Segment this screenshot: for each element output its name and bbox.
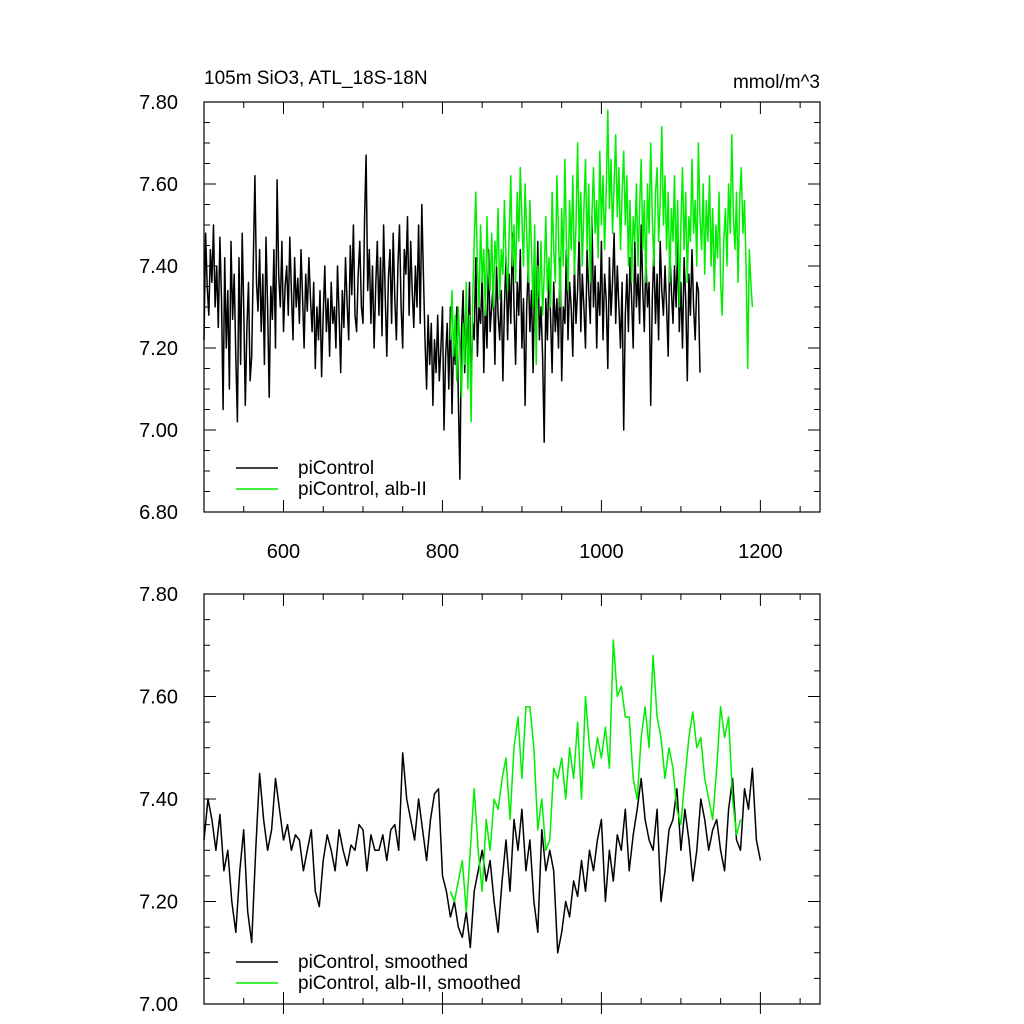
y-tick-label: 7.00 — [139, 420, 178, 442]
legend-label: piControl, smoothed — [298, 952, 468, 973]
y-tick-label: 7.20 — [139, 338, 178, 360]
series-line-alb-ii — [449, 639, 742, 913]
x-tick-label: 1200 — [738, 541, 783, 563]
x-tick-label: 800 — [426, 541, 459, 563]
y-tick-label: 7.80 — [139, 92, 178, 114]
top-panel-frame — [203, 101, 821, 513]
top-panel-title: 105m SiO3, ATL_18S-18N — [204, 68, 428, 89]
top-panel: 105m SiO3, ATL_18S-18N mmol/m^3 6.80 7.00… — [139, 68, 821, 563]
series-line-picontrol — [203, 154, 701, 480]
y-tick-label: 7.80 — [139, 584, 178, 606]
legend-label: piControl — [298, 458, 374, 479]
legend-label: piControl, alb-II — [298, 479, 427, 500]
bottom-panel-frame — [203, 593, 821, 1005]
y-tick-label: 7.00 — [139, 994, 178, 1016]
y-tick-label: 7.40 — [139, 789, 178, 811]
top-panel-series — [203, 109, 754, 480]
series-line-picontrol — [203, 752, 762, 954]
bottom-panel: 7.00 7.20 7.40 7.60 7.80 piControl, smoothed… — [139, 584, 821, 1016]
top-panel-tick-labels: 6.80 7.00 7.20 7.40 7.60 7.80 600 800 1000 1200 — [139, 92, 783, 563]
bottom-panel-series — [203, 639, 762, 954]
y-tick-label: 6.80 — [139, 502, 178, 524]
y-tick-label: 7.60 — [139, 174, 178, 196]
legend-label: piControl, alb-II, smoothed — [298, 973, 521, 994]
y-tick-label: 7.40 — [139, 256, 178, 278]
y-tick-label: 7.20 — [139, 892, 178, 914]
series-line-alb-ii — [449, 109, 754, 423]
x-tick-label: 600 — [267, 541, 300, 563]
top-panel-units: mmol/m^3 — [733, 72, 820, 93]
y-tick-label: 7.60 — [139, 687, 178, 709]
bottom-panel-tick-labels: 7.00 7.20 7.40 7.60 7.80 — [139, 584, 178, 1016]
x-tick-label: 1000 — [579, 541, 624, 563]
